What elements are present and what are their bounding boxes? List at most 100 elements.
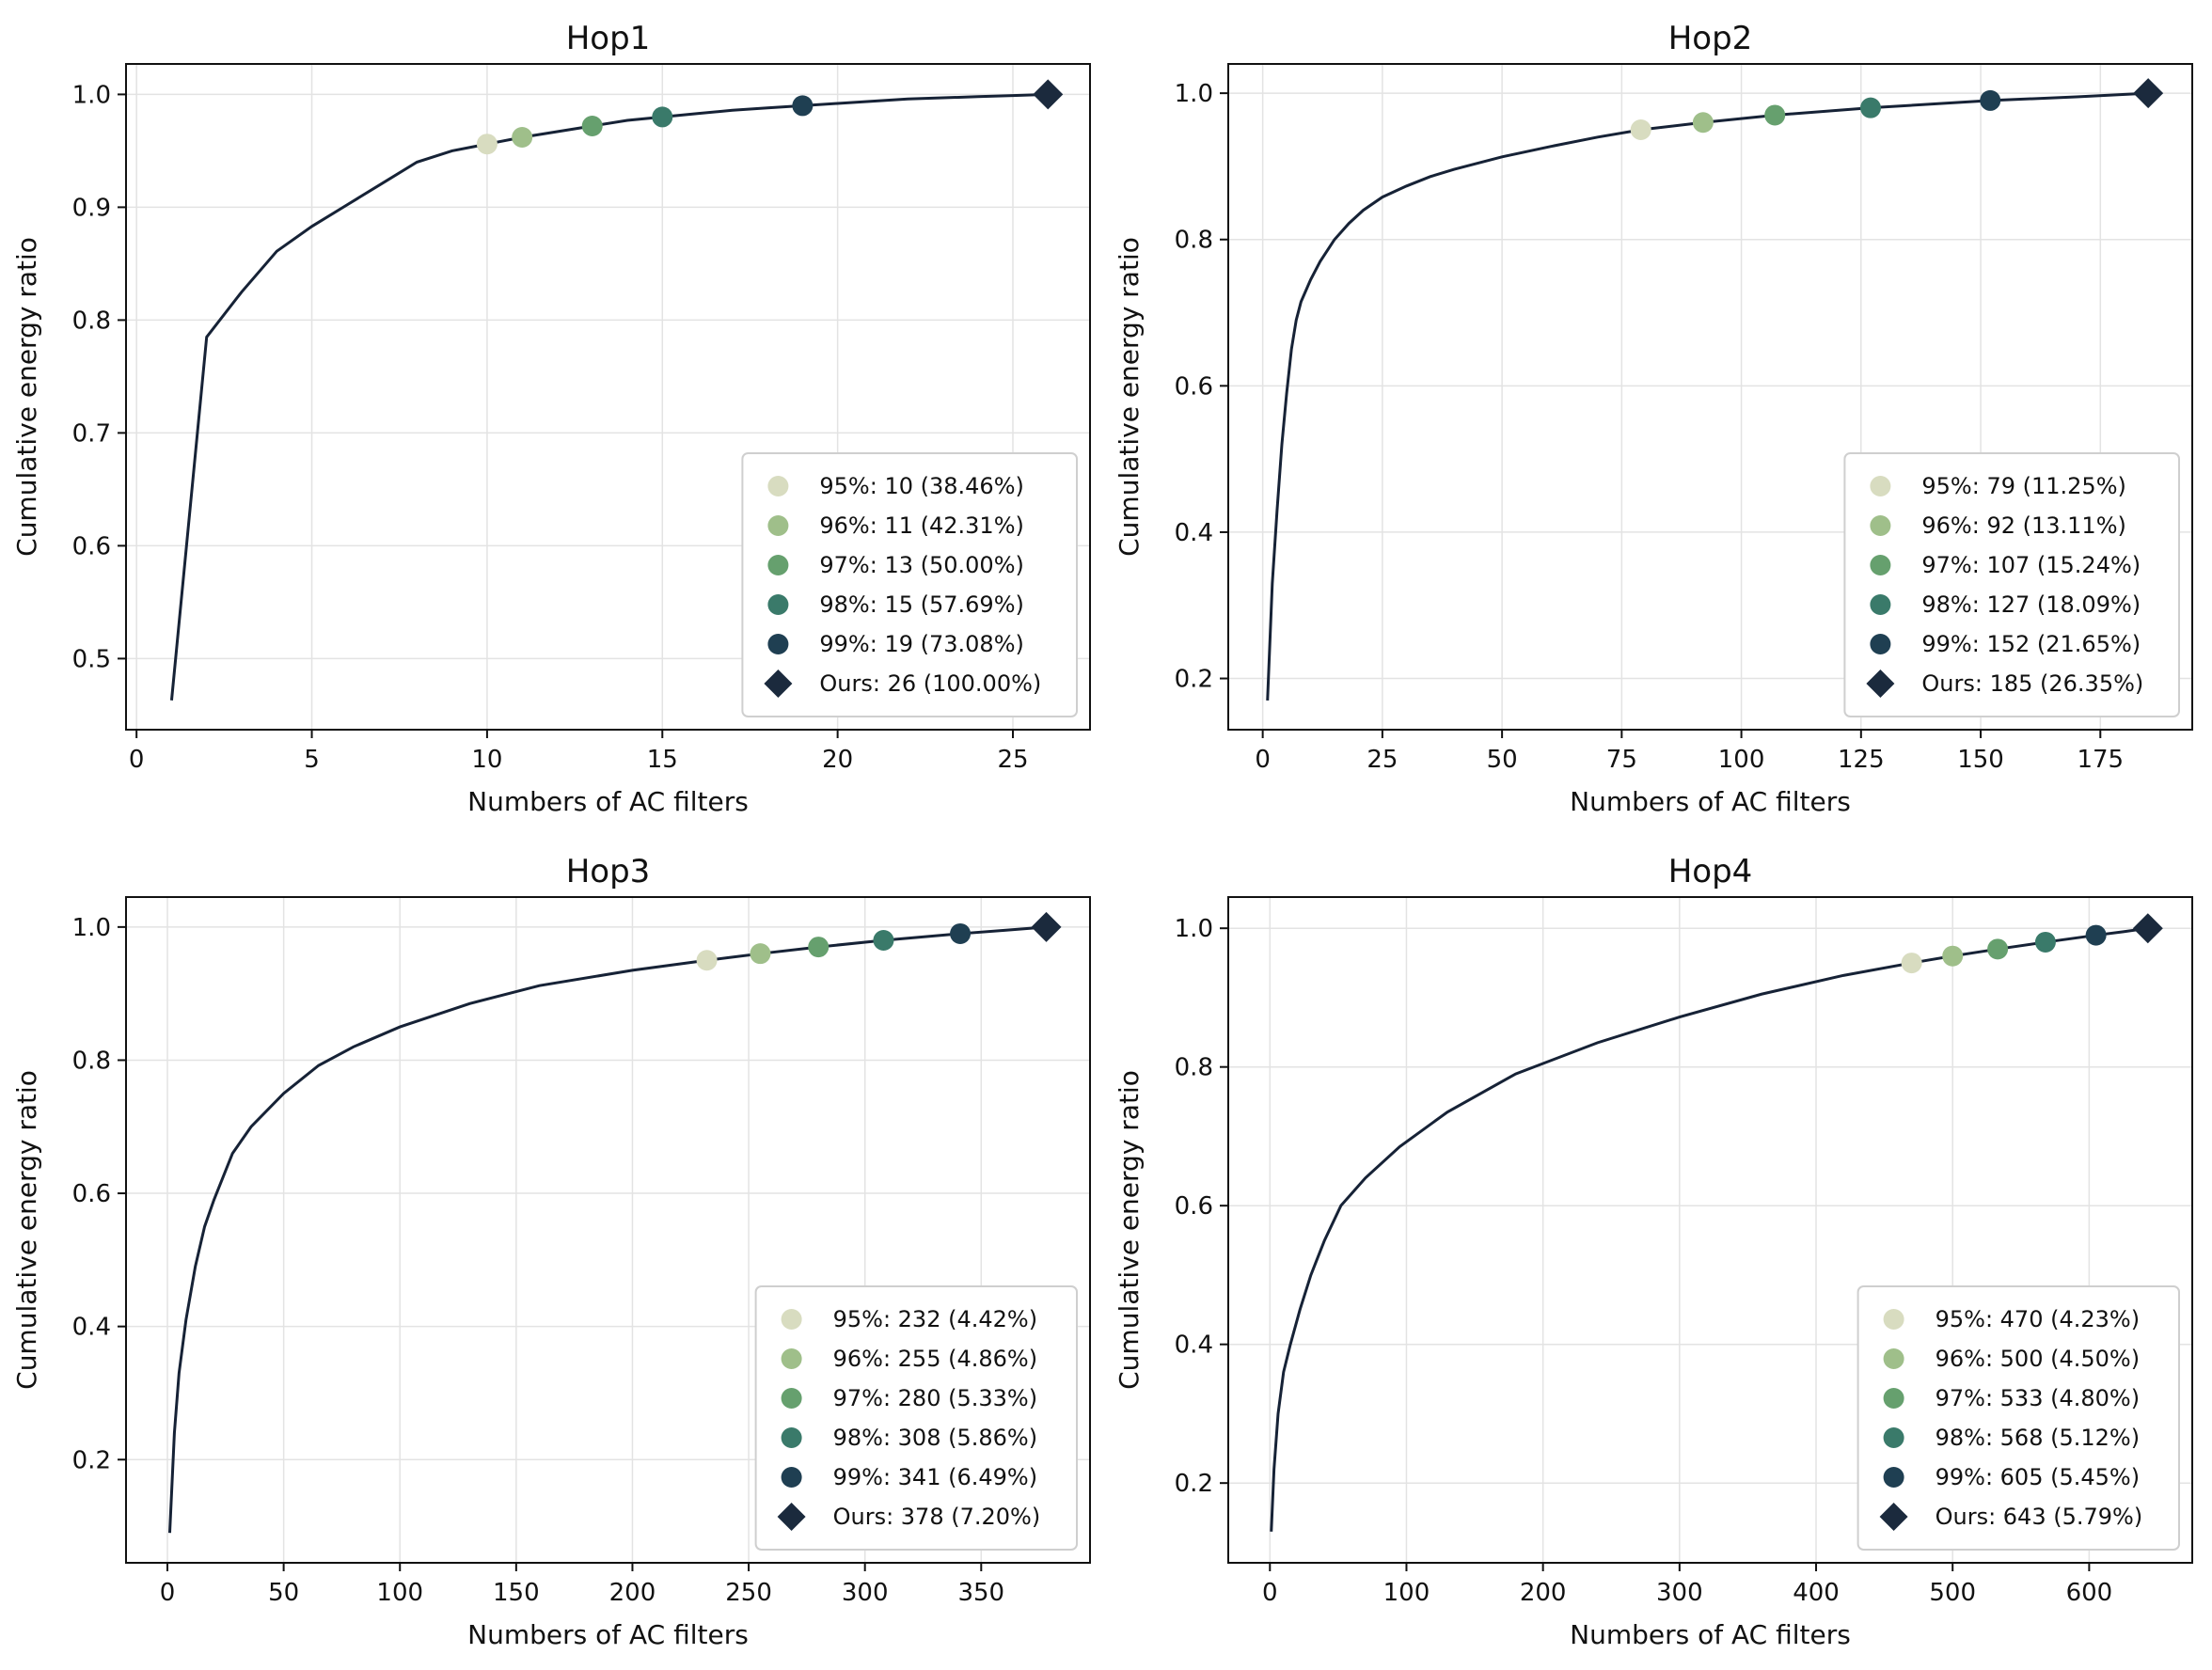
- x-tick-label: 0: [129, 746, 145, 774]
- x-tick-label: 5: [304, 746, 320, 774]
- legend-entry-label: Ours: 643 (5.79%): [1936, 1504, 2143, 1530]
- legend-circle-marker: [767, 555, 789, 575]
- x-tick-label: 300: [842, 1579, 889, 1607]
- legend-circle-marker: [781, 1348, 802, 1369]
- threshold-marker: [808, 937, 830, 958]
- plot-frame: [1227, 896, 2193, 1564]
- x-tick-label: 0: [1262, 1579, 1278, 1607]
- y-tick-label: 0.2: [1175, 666, 1213, 694]
- x-tick-label: 75: [1606, 746, 1637, 774]
- y-tick-label: 0.6: [1175, 372, 1213, 401]
- x-tick-label: 400: [1793, 1579, 1840, 1607]
- x-tick-label: 600: [2066, 1579, 2113, 1607]
- y-tick-label: 1.0: [1175, 915, 1213, 943]
- x-tick-label: 100: [1383, 1579, 1430, 1607]
- y-tick-label: 0.2: [1175, 1470, 1213, 1498]
- x-tick-label: 25: [997, 746, 1028, 774]
- x-tick-label: 150: [1957, 746, 2004, 774]
- plot-frame: [1227, 63, 2193, 731]
- y-axis-label: Cumulative energy ratio: [1114, 237, 1145, 557]
- legend-entry-label: 98%: 127 (18.09%): [1921, 591, 2141, 618]
- threshold-marker: [1859, 97, 1881, 118]
- legend-entry-label: 95%: 232 (4.42%): [833, 1306, 1037, 1332]
- threshold-marker: [581, 116, 603, 136]
- threshold-marker: [950, 922, 972, 944]
- x-axis-label: Numbers of AC filters: [467, 786, 749, 817]
- x-axis-label: Numbers of AC filters: [1570, 1619, 1851, 1650]
- legend-entry-label: 98%: 308 (5.86%): [833, 1425, 1037, 1451]
- subplot-hop4: 0 100 200 300 400 500 600 0.2 0.4 0.6 0.8 1.0 Hop4 Nu…: [1114, 853, 2193, 1650]
- x-tick-label: 20: [822, 746, 853, 774]
- legend-circle-marker: [1883, 1309, 1904, 1330]
- subplot-title: Hop1: [566, 20, 651, 57]
- energy-curve: [167, 925, 1047, 1534]
- x-tick-label: 50: [268, 1579, 299, 1607]
- legend-entry-label: 97%: 533 (4.80%): [1936, 1385, 2140, 1411]
- y-tick-label: 0.4: [1175, 519, 1213, 547]
- y-tick-label: 0.7: [72, 419, 111, 448]
- legend-entry-label: 99%: 605 (5.45%): [1936, 1464, 2140, 1490]
- legend-box: [754, 1285, 1078, 1551]
- x-tick-label: 100: [376, 1579, 423, 1607]
- legend-box: [1843, 452, 2181, 717]
- energy-curve: [169, 92, 1049, 701]
- legend-circle-marker: [767, 476, 789, 496]
- legend-circle-marker: [1870, 476, 1891, 496]
- legend-circle-marker: [1870, 555, 1891, 575]
- legend-entry-label: 99%: 341 (6.49%): [833, 1464, 1037, 1490]
- legend-circle-marker: [1870, 634, 1891, 654]
- x-tick-label: 175: [2077, 746, 2124, 774]
- y-tick-label: 0.8: [72, 1047, 111, 1075]
- y-tick-label: 0.6: [1175, 1192, 1213, 1221]
- x-tick-label: 500: [1929, 1579, 1976, 1607]
- legend-diamond-marker: [1866, 670, 1895, 698]
- legend-circle-marker: [1883, 1427, 1904, 1448]
- plot-frame: [125, 63, 1091, 731]
- legend-entry-label: 98%: 15 (57.69%): [819, 591, 1023, 618]
- y-tick-label: 1.0: [72, 914, 111, 942]
- x-tick-label: 150: [493, 1579, 540, 1607]
- legend-circle-marker: [767, 634, 789, 654]
- threshold-marker: [1942, 945, 1964, 967]
- y-tick-label: 0.6: [72, 532, 111, 560]
- x-tick-label: 250: [725, 1579, 772, 1607]
- legend-entry-label: 96%: 92 (13.11%): [1921, 512, 2125, 539]
- legend-circle-marker: [781, 1427, 802, 1448]
- y-tick-label: 0.5: [72, 645, 111, 673]
- threshold-marker: [1764, 104, 1786, 126]
- legend-circle-marker: [767, 515, 789, 536]
- x-tick-label: 10: [471, 746, 502, 774]
- threshold-marker: [750, 943, 771, 965]
- legend-diamond-marker: [777, 1503, 806, 1531]
- legend-entry-label: 96%: 255 (4.86%): [833, 1346, 1037, 1372]
- y-tick-label: 0.6: [72, 1180, 111, 1208]
- x-tick-label: 25: [1367, 746, 1398, 774]
- legend: 95%: 10 (38.46%) 96%: 11 (42.31%) 97%: 13 …: [741, 452, 1079, 717]
- legend-entry-label: 97%: 107 (15.24%): [1921, 552, 2141, 578]
- legend-entry-label: 99%: 19 (73.08%): [819, 631, 1023, 657]
- threshold-marker: [1901, 953, 1922, 974]
- x-tick-label: 0: [160, 1579, 176, 1607]
- legend-entry-label: 96%: 500 (4.50%): [1936, 1346, 2140, 1372]
- threshold-marker: [652, 106, 673, 128]
- x-tick-label: 125: [1838, 746, 1885, 774]
- x-tick-label: 200: [609, 1579, 656, 1607]
- legend-circle-marker: [1883, 1388, 1904, 1409]
- legend: 95%: 232 (4.42%) 96%: 255 (4.86%) 97%: 280…: [754, 1285, 1078, 1551]
- legend-entry-label: 97%: 280 (5.33%): [833, 1385, 1037, 1411]
- x-tick-label: 200: [1520, 1579, 1567, 1607]
- ours-diamond-marker: [2132, 913, 2163, 944]
- x-tick-label: 350: [957, 1579, 1004, 1607]
- threshold-marker: [1692, 112, 1714, 134]
- threshold-marker: [1987, 938, 2009, 960]
- threshold-marker: [2085, 924, 2107, 946]
- subplot-title: Hop4: [1668, 853, 1753, 890]
- y-axis-label: Cumulative energy ratio: [11, 237, 42, 557]
- subplot-title: Hop3: [566, 853, 651, 890]
- legend: 95%: 79 (11.25%) 96%: 92 (13.11%) 97%: 107…: [1843, 452, 2181, 717]
- legend-entry-label: 97%: 13 (50.00%): [819, 552, 1023, 578]
- legend: 95%: 470 (4.23%) 96%: 500 (4.50%) 97%: 533…: [1856, 1285, 2180, 1551]
- legend-circle-marker: [781, 1309, 802, 1330]
- threshold-marker: [512, 127, 533, 148]
- y-tick-label: 0.8: [72, 307, 111, 335]
